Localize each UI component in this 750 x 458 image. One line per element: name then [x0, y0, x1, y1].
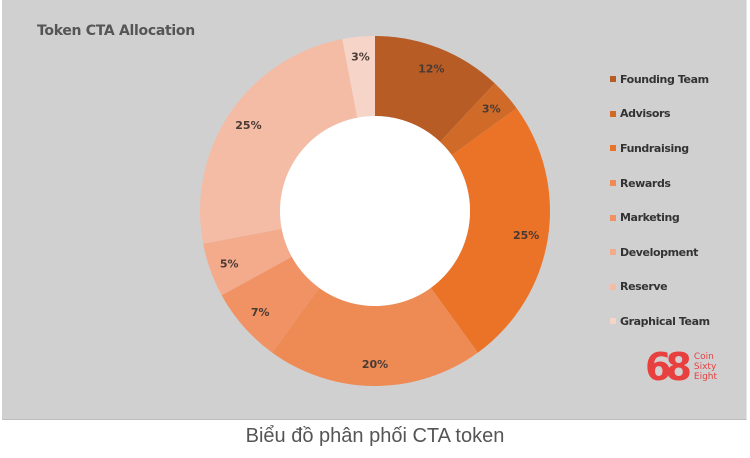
donut-slice-rewards [272, 287, 478, 386]
slice-label: 3% [482, 102, 501, 115]
coin-sixty-eight-logo: 68 Coin Sixty Eight [645, 348, 717, 386]
donut-slice-graphical-team [342, 36, 375, 118]
donut-slice-reserve [200, 39, 358, 244]
donut-slice-fundraising [430, 108, 550, 353]
legend-item: Advisors [610, 97, 710, 132]
slice-label: 25% [513, 229, 539, 242]
legend-item: Graphical Team [610, 304, 710, 339]
legend-item: Rewards [610, 166, 710, 201]
slice-label: 20% [362, 358, 388, 371]
legend-label: Development [620, 245, 699, 259]
legend-item: Fundraising [610, 131, 710, 166]
legend-swatch [610, 76, 616, 83]
slice-label: 25% [235, 119, 261, 132]
legend-swatch [610, 249, 616, 256]
legend-label: Advisors [620, 107, 671, 121]
donut-slice-marketing [221, 256, 320, 353]
chart-title: Token CTA Allocation [37, 23, 195, 39]
legend-item: Founding Team [610, 62, 710, 97]
slice-label: 7% [251, 306, 270, 319]
slice-label: 3% [351, 51, 370, 64]
legend-label: Rewards [620, 176, 671, 190]
logo-mark: 68 [645, 345, 692, 389]
donut-slice-founding-team [375, 36, 495, 142]
legend-label: Reserve [620, 280, 668, 294]
legend-swatch [610, 180, 616, 187]
legend-label: Graphical Team [620, 314, 710, 328]
legend-swatch [610, 214, 616, 221]
legend-label: Fundraising [620, 141, 689, 155]
donut-slice-advisors [440, 83, 517, 156]
legend-swatch [610, 318, 616, 325]
logo-text: Coin Sixty Eight [693, 352, 718, 382]
legend-swatch [610, 145, 616, 152]
legend-swatch [610, 283, 616, 290]
chart-caption: Biểu đồ phân phối CTA token [245, 425, 505, 447]
donut-chart: 12% 3% 25% 20% 7% 5% 25% 3% [200, 36, 550, 386]
legend-item: Development [610, 235, 710, 270]
legend-swatch [610, 110, 616, 117]
slice-label: 12% [418, 63, 444, 76]
legend-label: Marketing [620, 211, 680, 225]
legend-item: Reserve [610, 270, 710, 305]
donut-slice-development [203, 228, 292, 296]
chart-legend: Founding Team Advisors Fundraising Rewards M… [610, 62, 710, 339]
slice-label: 5% [220, 258, 239, 271]
legend-label: Founding Team [620, 72, 709, 86]
legend-item: Marketing [610, 200, 710, 235]
